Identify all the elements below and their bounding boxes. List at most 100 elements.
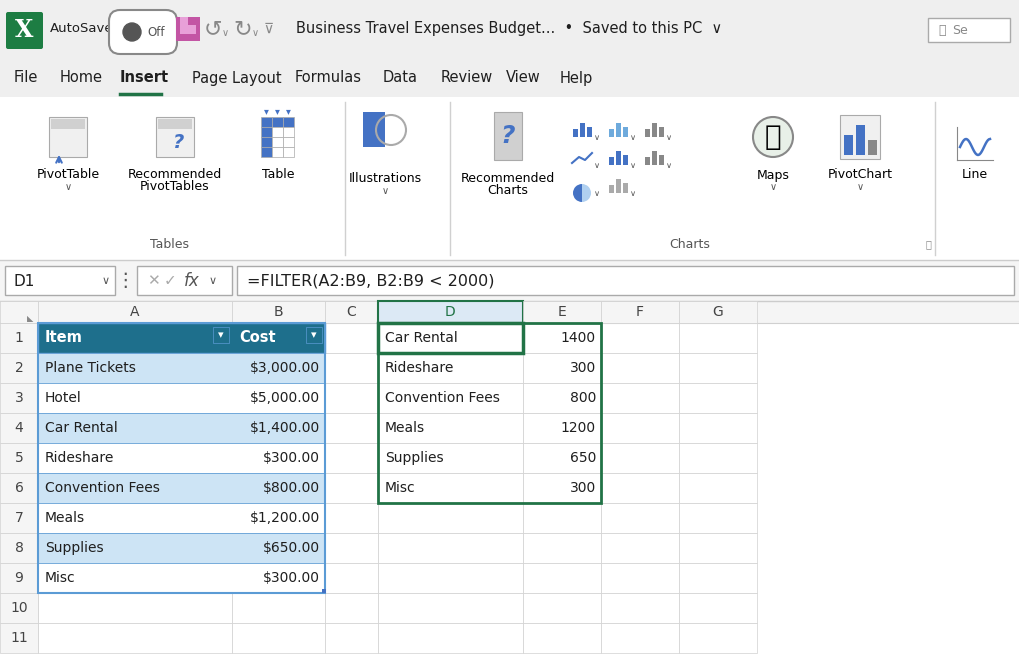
Text: 1200: 1200 (560, 421, 596, 435)
Bar (0, 0, 1019, 59)
Text: ∨: ∨ (666, 161, 673, 169)
Text: 🌐: 🌐 (764, 123, 782, 151)
Bar (213, 327, 229, 343)
Text: ∨: ∨ (630, 161, 636, 169)
Text: Help: Help (560, 71, 593, 85)
Bar (523, 533, 601, 563)
Bar (378, 383, 523, 413)
Bar (378, 593, 523, 623)
Text: Supplies: Supplies (45, 541, 104, 555)
Text: Rideshare: Rideshare (385, 361, 454, 375)
Bar (623, 155, 628, 165)
Text: 6: 6 (14, 481, 23, 495)
Wedge shape (573, 184, 582, 202)
Text: 7: 7 (14, 511, 23, 525)
Bar (232, 443, 325, 473)
Bar (325, 593, 378, 623)
Bar (51, 119, 85, 129)
Bar (0, 301, 1019, 323)
Bar (623, 183, 628, 193)
Bar (232, 503, 325, 533)
Bar (272, 147, 283, 157)
Bar (523, 383, 601, 413)
Bar (868, 140, 877, 155)
Text: Tables: Tables (151, 237, 190, 251)
Bar (232, 353, 325, 383)
Text: ∨: ∨ (102, 276, 110, 286)
Text: 300: 300 (570, 361, 596, 375)
Circle shape (753, 117, 793, 157)
Bar (616, 179, 621, 193)
Bar (844, 135, 853, 155)
Bar (38, 443, 232, 473)
Bar (679, 443, 757, 473)
Bar (601, 413, 679, 443)
Bar (0, 473, 38, 503)
Text: X: X (15, 18, 34, 42)
Bar (38, 413, 325, 443)
Bar (325, 623, 378, 653)
Text: ▾: ▾ (311, 330, 317, 340)
Bar (580, 123, 585, 137)
Text: Meals: Meals (385, 421, 425, 435)
Bar (659, 127, 664, 137)
Text: Formulas: Formulas (294, 71, 362, 85)
Bar (283, 117, 294, 127)
Text: Misc: Misc (385, 481, 416, 495)
Text: Review: Review (441, 71, 493, 85)
Text: Recommended: Recommended (127, 169, 222, 181)
Text: ∨: ∨ (221, 28, 228, 38)
Bar (523, 301, 601, 323)
Text: ◣: ◣ (26, 314, 34, 323)
Text: Plane Tickets: Plane Tickets (45, 361, 136, 375)
Bar (573, 129, 578, 137)
Bar (38, 323, 325, 593)
Bar (378, 323, 523, 353)
Bar (156, 117, 194, 157)
Bar (378, 503, 523, 533)
Bar (272, 137, 283, 147)
Bar (237, 266, 1014, 295)
Bar (232, 623, 325, 653)
Bar (0, 533, 38, 563)
Text: Illustrations: Illustrations (348, 173, 422, 185)
Text: 300: 300 (570, 481, 596, 495)
Bar (378, 353, 523, 383)
FancyBboxPatch shape (6, 12, 43, 49)
Bar (180, 25, 196, 34)
Bar (523, 563, 601, 593)
Bar (325, 473, 378, 503)
Bar (272, 117, 283, 127)
Bar (601, 623, 679, 653)
Text: ∨: ∨ (64, 182, 71, 192)
Bar (38, 533, 325, 563)
Bar (378, 563, 523, 593)
Text: G: G (712, 305, 723, 319)
Bar (232, 413, 325, 443)
Text: Business Travel Expenses Budget...  •  Saved to this PC  ∨: Business Travel Expenses Budget... • Sav… (297, 22, 722, 36)
Text: D: D (445, 305, 455, 319)
Text: PivotChart: PivotChart (827, 169, 893, 181)
Text: Insert: Insert (120, 71, 169, 85)
Bar (659, 155, 664, 165)
Bar (0, 443, 38, 473)
Text: 5: 5 (14, 451, 23, 465)
Bar (378, 323, 601, 503)
Bar (587, 127, 592, 137)
Text: Maps: Maps (756, 169, 790, 181)
Text: ∨: ∨ (630, 132, 636, 142)
Bar (0, 593, 38, 623)
Text: Page Layout: Page Layout (192, 71, 281, 85)
Bar (679, 413, 757, 443)
Text: 2: 2 (14, 361, 23, 375)
Text: 11: 11 (10, 631, 28, 645)
Bar (601, 563, 679, 593)
Text: $300.00: $300.00 (263, 571, 320, 585)
Text: Charts: Charts (487, 185, 529, 198)
Bar (523, 473, 601, 503)
Text: Car Rental: Car Rental (45, 421, 118, 435)
Bar (38, 413, 232, 443)
Bar (523, 383, 601, 413)
Bar (38, 353, 232, 383)
Bar (325, 443, 378, 473)
